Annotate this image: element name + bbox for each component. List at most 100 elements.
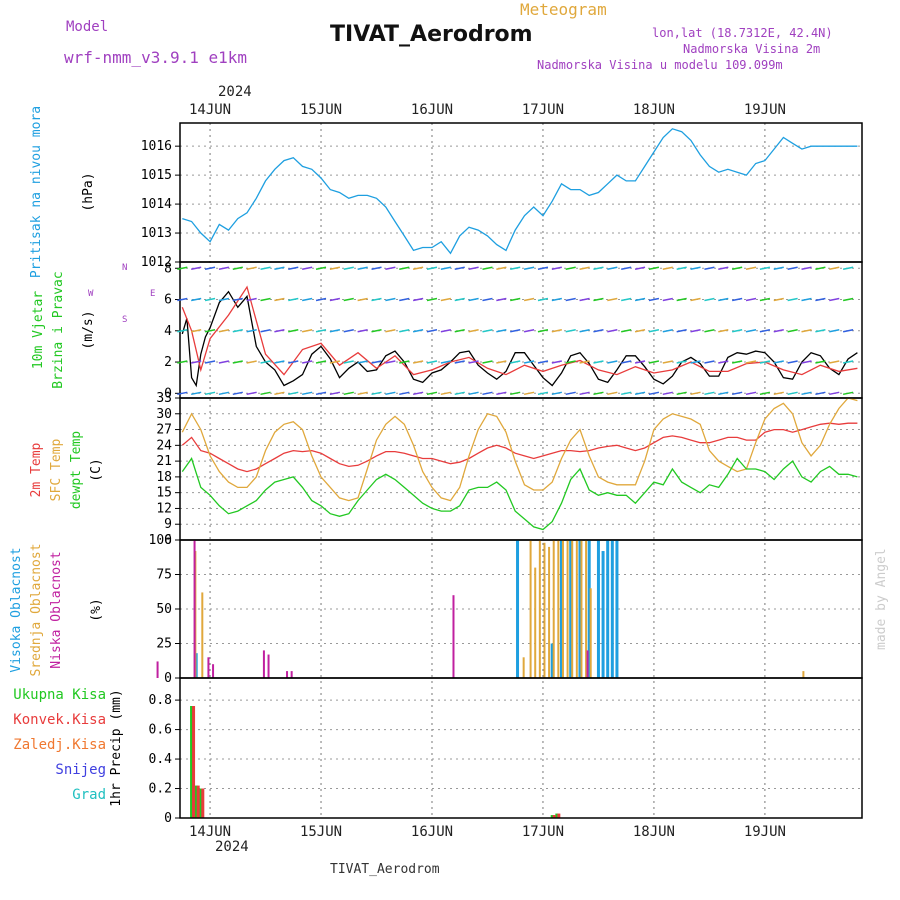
wind-barb-icon: [829, 297, 840, 302]
bar-srednjaoblacnost: [534, 567, 537, 678]
wind-barb-icon: [607, 266, 618, 270]
wind-barb-icon: [801, 391, 812, 396]
compass-east: E: [150, 289, 155, 299]
wind-barb-icon: [732, 297, 743, 302]
wind-barb-icon: [232, 329, 243, 333]
wind-barb-icon: [343, 391, 354, 396]
day-label-top: 16JUN: [411, 102, 453, 118]
wind-barb-icon: [815, 297, 826, 302]
wind-barb-icon: [399, 297, 410, 302]
wind-barb-icon: [329, 360, 341, 364]
wind-barb-icon: [773, 266, 784, 270]
wind-barb-icon: [440, 266, 452, 270]
wind-barb-icon: [593, 391, 604, 396]
compass-north: N: [122, 263, 127, 273]
panel-frame-precip: [179, 677, 863, 819]
wind-barb-icon: [676, 360, 687, 364]
y-tick-label: 8: [164, 261, 172, 276]
wind-barb-icon: [260, 391, 271, 396]
bar-visokaoblacnost: [606, 540, 610, 678]
wind-barb-icon: [357, 360, 368, 364]
y-tick-label: 1016: [141, 139, 172, 154]
wind-barb-icon: [732, 391, 743, 396]
wind-barb-icon: [842, 360, 854, 364]
y-tick-label: 1014: [141, 197, 172, 212]
wind-barb-icon: [371, 297, 382, 302]
day-label-bottom: 17JUN: [522, 824, 564, 840]
series-line-SFC Temp: [181, 397, 858, 502]
product-label: Meteogram: [520, 0, 607, 19]
bar-niskaoblacnost: [193, 540, 196, 678]
bar-visokaoblacnost: [569, 540, 573, 678]
wind-barb-icon: [759, 360, 771, 364]
bar-niskaoblacnost: [286, 671, 289, 678]
wind-barb-icon: [551, 329, 562, 333]
wind-barb-icon: [690, 297, 701, 302]
wind-barb-icon: [648, 297, 660, 302]
wind-barb-icon: [745, 391, 757, 396]
wind-barb-icon: [412, 297, 424, 302]
wind-barb-icon: [315, 266, 327, 270]
wind-barb-icon: [385, 266, 396, 270]
bar-konvekkisa: [557, 813, 561, 818]
bar-visokaoblacnost: [550, 643, 554, 678]
wind-barb-icon: [274, 391, 285, 396]
wind-barb-icon: [218, 391, 230, 396]
wind-barb-icon: [399, 360, 410, 364]
wind-barb-icon: [773, 360, 784, 364]
y-tick-label: 6: [164, 293, 172, 308]
wind-barb-icon: [634, 266, 646, 270]
wind-barb-icon: [773, 297, 784, 302]
wind-barb-icon: [842, 266, 854, 270]
wind-barb-icon: [204, 266, 216, 270]
wind-barb-icon: [690, 266, 701, 270]
wind-barb-icon: [260, 329, 271, 333]
wind-barb-icon: [829, 266, 840, 270]
wind-barb-icon: [523, 266, 535, 270]
compass-west: W: [88, 289, 94, 299]
day-label-bottom: 14JUN: [189, 824, 231, 840]
dewpt-axis-label: dewpt Temp: [69, 431, 84, 509]
wind-barb-icon: [468, 297, 479, 302]
wind-barb-icon: [510, 297, 521, 302]
wind-barb-icon: [412, 391, 424, 396]
wind-barb-icon: [510, 391, 521, 396]
wind-barb-icon: [579, 360, 590, 364]
pressure-unit-label: (hPa): [81, 172, 96, 211]
bar-niskaoblacnost: [452, 595, 455, 678]
y-tick-label: 18: [156, 470, 172, 485]
wind-barb-icon: [704, 297, 715, 302]
temp-unit-label: (C): [89, 458, 104, 481]
y-tick-label: 4: [164, 324, 172, 339]
wind-barb-icon: [371, 391, 382, 396]
wind-barb-icon: [759, 266, 771, 270]
y-tick-label: 15: [156, 486, 172, 501]
wind-barb-icon: [496, 266, 507, 270]
wind-axis-label-1: 10m Vjetar: [31, 291, 46, 369]
wind-barb-icon: [621, 266, 632, 270]
wind-barb-icon: [218, 266, 230, 270]
y-tick-label: 1012: [141, 255, 172, 270]
wind-barb-icon: [829, 391, 840, 396]
wind-barb-icon: [274, 297, 285, 302]
wind-barb-icon: [343, 266, 354, 270]
series-line-dewpt Temp: [181, 457, 858, 531]
wind-barb-icon: [426, 391, 438, 396]
pressure-axis-label: Pritisak na nivou mora: [29, 106, 44, 278]
legend-graupel: Grad: [72, 787, 106, 803]
wind-barb-icon: [787, 329, 798, 333]
wind-barb-icon: [385, 360, 396, 364]
wind-barb-icon: [204, 391, 216, 396]
wind-barb-icon: [302, 360, 313, 364]
y-tick-label: 0.8: [149, 693, 172, 708]
wind-barb-icon: [634, 391, 646, 396]
wind-barb-icon: [412, 360, 424, 364]
wind-barb-icon: [399, 266, 410, 270]
legend-snow: Snijeg: [55, 762, 106, 778]
y-tick-label: 0.4: [149, 752, 173, 767]
cloud-mid-label: Srednja Oblacnost: [29, 543, 44, 676]
wind-barb-icon: [551, 297, 562, 302]
wind-barb-icon: [523, 297, 535, 302]
bar-visokaoblacnost: [516, 540, 520, 678]
wind-barb-icon: [690, 360, 701, 364]
